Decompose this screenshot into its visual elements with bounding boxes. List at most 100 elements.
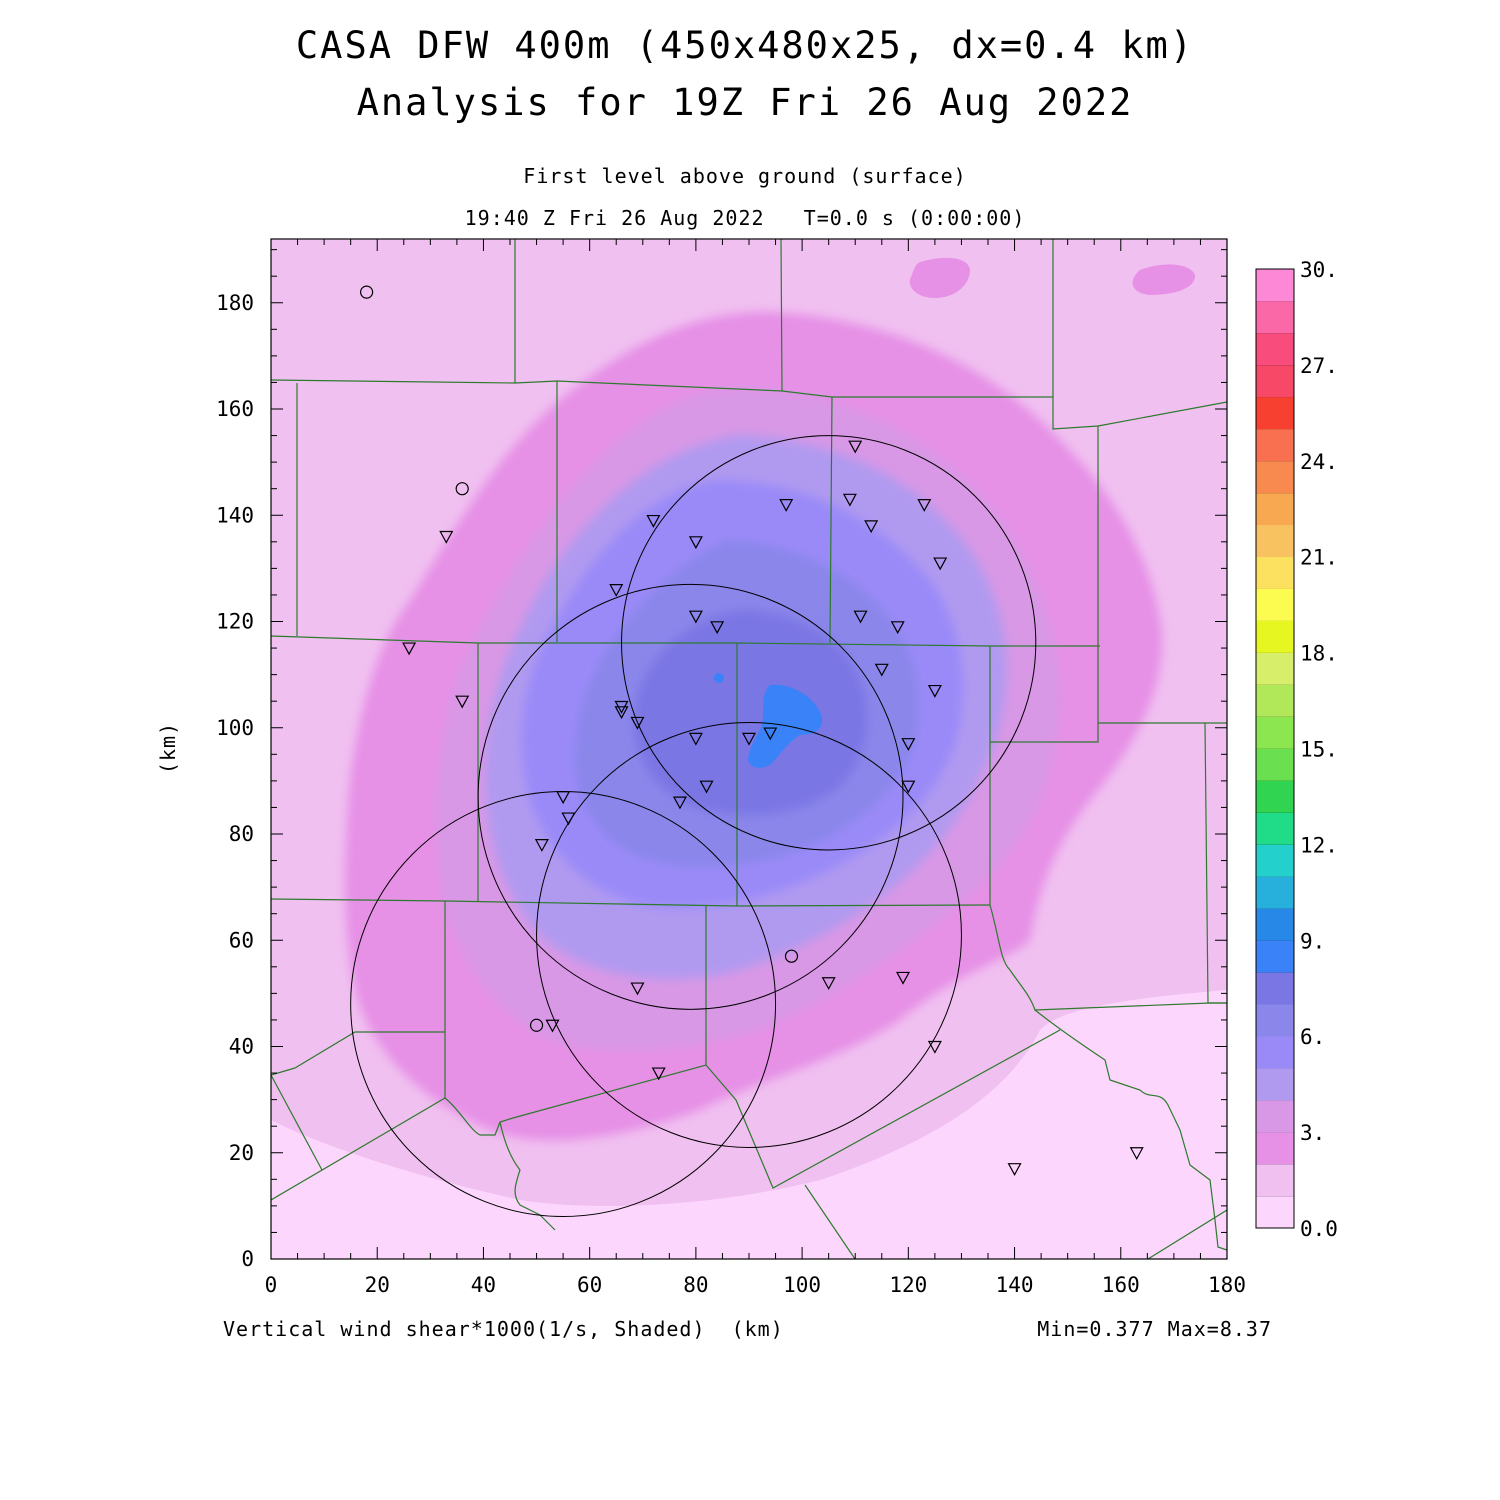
y-tick-label: 80 bbox=[229, 822, 254, 846]
x-tick-label: 0 bbox=[265, 1273, 278, 1297]
station-triangle-marker bbox=[917, 499, 932, 512]
y-tick-label: 40 bbox=[229, 1035, 254, 1059]
colorbar-label: 30. bbox=[1300, 258, 1338, 282]
subtitle-level: First level above ground (surface) bbox=[523, 164, 966, 188]
colorbar-swatch bbox=[1256, 716, 1294, 749]
y-tick-label: 180 bbox=[216, 291, 254, 315]
station-triangle-marker bbox=[1007, 1163, 1022, 1176]
station-triangle-marker bbox=[763, 727, 778, 741]
shear-shading bbox=[271, 239, 1227, 1259]
shade-level-8-spot bbox=[714, 673, 724, 683]
station-circle-marker bbox=[784, 949, 799, 963]
y-tick-label: 140 bbox=[216, 503, 254, 527]
station-triangle-marker bbox=[688, 610, 703, 624]
station-triangle-marker bbox=[901, 738, 916, 751]
colorbar-label: 18. bbox=[1300, 642, 1338, 666]
x-tick-label: 40 bbox=[471, 1273, 496, 1297]
colorbar-label: 3. bbox=[1300, 1121, 1325, 1145]
station-triangle-marker bbox=[614, 706, 629, 720]
station-triangle-marker bbox=[842, 493, 857, 507]
title-line-2: Analysis for 19Z Fri 26 Aug 2022 bbox=[357, 81, 1134, 124]
station-circle-marker bbox=[360, 285, 374, 299]
radar-range-ring bbox=[621, 435, 1037, 851]
y-tick-label: 20 bbox=[229, 1141, 254, 1165]
y-tick-labels: 0 20 40 60 80 100 120 140 160 180 bbox=[216, 291, 254, 1271]
y-tick-label: 60 bbox=[229, 928, 254, 952]
colorbar-label: 27. bbox=[1300, 354, 1338, 378]
colorbar-swatch bbox=[1256, 1196, 1294, 1229]
station-triangle-marker bbox=[651, 1067, 666, 1081]
colorbar-swatch bbox=[1256, 524, 1294, 557]
station-triangle-marker bbox=[927, 1040, 942, 1054]
colorbar-swatch bbox=[1256, 300, 1294, 334]
colorbar-swatch bbox=[1256, 940, 1294, 973]
station-triangle-marker bbox=[545, 1019, 560, 1033]
colorbar-swatch bbox=[1256, 1100, 1294, 1133]
colorbar-swatch bbox=[1256, 844, 1294, 877]
colorbar-swatch bbox=[1256, 1164, 1294, 1197]
subtitle-time: 19:40 Z Fri 26 Aug 2022 T=0.0 s (0:00:00… bbox=[465, 206, 1026, 230]
station-triangle-marker bbox=[439, 530, 454, 544]
shade-level-8 bbox=[748, 684, 822, 768]
station-triangle-marker bbox=[1129, 1147, 1144, 1161]
station-triangle-marker bbox=[864, 520, 879, 534]
colorbar-swatch bbox=[1256, 396, 1294, 430]
y-tick-label: 160 bbox=[216, 397, 254, 421]
station-triangle-marker bbox=[821, 977, 836, 991]
colorbar-swatch bbox=[1256, 332, 1294, 366]
colorbar-swatch bbox=[1256, 460, 1294, 494]
station-triangle-marker bbox=[874, 663, 889, 677]
station-triangle-marker bbox=[561, 812, 576, 826]
colorbar-swatch bbox=[1256, 556, 1294, 589]
station-triangle-marker bbox=[556, 791, 571, 805]
shade-patch-northeast bbox=[909, 257, 970, 298]
colorbar-swatch bbox=[1256, 812, 1294, 845]
station-circle-marker bbox=[529, 1018, 544, 1032]
colorbar-label: 24. bbox=[1300, 450, 1338, 474]
stations bbox=[360, 285, 1144, 1176]
colorbar-swatch bbox=[1256, 652, 1294, 685]
x-tick-label: 120 bbox=[889, 1273, 927, 1297]
station-triangle-marker bbox=[890, 621, 905, 635]
station-triangle-marker bbox=[779, 499, 794, 512]
x-tick-label: 60 bbox=[577, 1273, 602, 1297]
colorbar-label: 0.0 bbox=[1300, 1217, 1338, 1241]
colorbar-label: 9. bbox=[1300, 929, 1325, 953]
station-triangle-marker bbox=[927, 684, 942, 698]
y-tick-label: 120 bbox=[216, 610, 254, 634]
colorbar-swatch bbox=[1256, 428, 1294, 462]
colorbar-swatch bbox=[1256, 1068, 1294, 1101]
station-triangle-marker bbox=[672, 796, 687, 810]
y-tick-label: 100 bbox=[216, 716, 254, 740]
station-triangle-marker bbox=[848, 440, 863, 454]
colorbar-swatch bbox=[1256, 588, 1294, 621]
x-tick-label: 80 bbox=[683, 1273, 708, 1297]
station-triangle-marker bbox=[699, 780, 714, 794]
colorbar-swatch bbox=[1256, 780, 1294, 813]
station-triangle-marker bbox=[933, 557, 948, 571]
colorbar-swatch bbox=[1256, 364, 1294, 398]
station-triangle-marker bbox=[534, 839, 549, 852]
shade-patch-far-northeast bbox=[1132, 264, 1196, 295]
axis-ticks bbox=[270, 239, 1228, 1260]
station-triangle-marker bbox=[455, 695, 470, 709]
station-triangle-marker bbox=[630, 982, 645, 996]
colorbar-swatch bbox=[1256, 269, 1294, 302]
x-tick-label: 160 bbox=[1102, 1273, 1140, 1297]
colorbar: 30. 27. 24. 21. 18. 15. 12. 9. 6. 3. 0.0 bbox=[1255, 258, 1338, 1241]
colorbar-swatch bbox=[1256, 684, 1294, 717]
colorbar-swatch bbox=[1256, 492, 1294, 526]
station-triangle-marker bbox=[688, 536, 703, 550]
station-triangle-marker bbox=[646, 514, 661, 528]
title-line-1: CASA DFW 400m (450x480x25, dx=0.4 km) bbox=[296, 24, 1194, 67]
station-triangle-marker bbox=[741, 732, 757, 746]
map-area bbox=[271, 239, 1227, 1259]
footer-range: Min=0.377 Max=8.37 bbox=[1037, 1317, 1272, 1341]
x-tick-label: 100 bbox=[783, 1273, 821, 1297]
footer-field: Vertical wind shear*1000(1/s, Shaded) (k… bbox=[223, 1317, 784, 1341]
y-tick-label: 0 bbox=[241, 1247, 254, 1271]
colorbar-swatch bbox=[1256, 876, 1294, 909]
colorbar-label: 21. bbox=[1300, 546, 1338, 570]
radar-range-ring bbox=[536, 721, 962, 1148]
